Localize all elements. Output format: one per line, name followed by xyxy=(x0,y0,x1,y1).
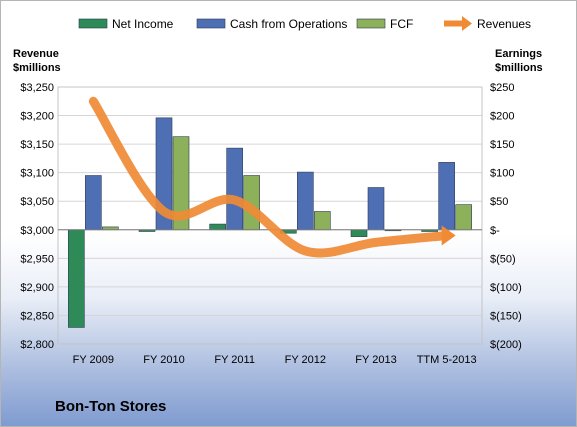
x-tick-label: TTM 5-2013 xyxy=(417,354,477,366)
bar-cash-from-operations xyxy=(85,175,102,231)
plot-frame xyxy=(57,86,483,345)
axis-titles: Revenue $millions Earnings $millions xyxy=(13,48,543,74)
legend: Net Income Cash from Operations FCF Revenue… xyxy=(78,16,531,31)
right-tick-label: $(50) xyxy=(490,253,516,265)
legend-swatch-cash-from-operations xyxy=(196,18,226,29)
right-axis-title-line2: $millions xyxy=(495,62,543,74)
x-axis-ticks: FY 2009 FY 2010 FY 2011 FY 2012 FY 2013 TTM 5… xyxy=(73,354,477,366)
bar-cash-from-operations xyxy=(367,187,385,231)
legend-label-revenues: Revenues xyxy=(477,17,531,31)
left-tick-label: $3,150 xyxy=(20,139,54,151)
right-axis-ticks: $250 $200 $150 $100 $50 $- $(50) $(100) $(150) $(… xyxy=(490,82,522,351)
x-tick-label: FY 2012 xyxy=(285,354,326,366)
legend-label-fcf: FCF xyxy=(390,17,413,31)
legend-swatch-fcf xyxy=(356,18,386,29)
company-title: Bon-Ton Stores xyxy=(55,398,167,415)
right-tick-label: $(200) xyxy=(490,339,522,351)
x-tick-label: FY 2010 xyxy=(143,354,184,366)
bar-net-income xyxy=(68,229,85,328)
right-tick-label: $200 xyxy=(490,111,514,123)
right-tick-label: $(100) xyxy=(490,282,522,294)
legend-swatch-arrowhead xyxy=(462,16,472,31)
legend-swatch-net-income xyxy=(78,18,108,29)
left-tick-label: $2,800 xyxy=(20,339,54,351)
left-tick-label: $2,900 xyxy=(20,282,54,294)
right-axis-title-line1: Earnings xyxy=(495,48,542,60)
x-tick-label: FY 2011 xyxy=(214,354,255,366)
bars xyxy=(68,117,472,328)
bar-cash-from-operations xyxy=(438,162,455,231)
gridlines xyxy=(57,86,483,345)
left-axis-title-line1: Revenue xyxy=(13,48,59,60)
right-tick-label: $250 xyxy=(490,82,514,94)
left-tick-label: $3,050 xyxy=(20,196,54,208)
right-tick-label: $(150) xyxy=(490,310,522,322)
bar-fcf xyxy=(314,211,331,231)
right-tick-label: $100 xyxy=(490,168,514,180)
left-tick-label: $2,950 xyxy=(20,253,54,265)
bar-net-income xyxy=(350,229,368,237)
right-tick-label: $50 xyxy=(490,196,508,208)
left-tick-label: $3,000 xyxy=(20,225,54,237)
right-tick-label: $150 xyxy=(490,139,514,151)
left-tick-label: $3,200 xyxy=(20,111,54,123)
legend-label-cash-from-operations: Cash from Operations xyxy=(230,17,347,31)
line-revenues-arrowhead xyxy=(441,225,456,246)
left-tick-label: $3,250 xyxy=(20,82,54,94)
bar-cash-from-operations xyxy=(226,147,243,231)
x-tick-label: FY 2013 xyxy=(355,354,396,366)
left-axis-title-line2: $millions xyxy=(13,62,61,74)
left-axis-ticks: $3,250 $3,200 $3,150 $3,100 $3,050 $3,000 $2,9… xyxy=(20,82,54,351)
bar-cash-from-operations xyxy=(297,171,314,231)
legend-label-net-income: Net Income xyxy=(112,17,174,31)
x-tick-label: FY 2009 xyxy=(73,354,114,366)
right-tick-label: $- xyxy=(490,225,500,237)
bar-fcf xyxy=(455,204,472,231)
left-tick-label: $3,100 xyxy=(20,168,54,180)
revenue-line xyxy=(88,96,456,258)
left-tick-label: $2,850 xyxy=(20,310,54,322)
bar-net-income xyxy=(209,223,226,231)
line-revenues xyxy=(88,96,452,258)
